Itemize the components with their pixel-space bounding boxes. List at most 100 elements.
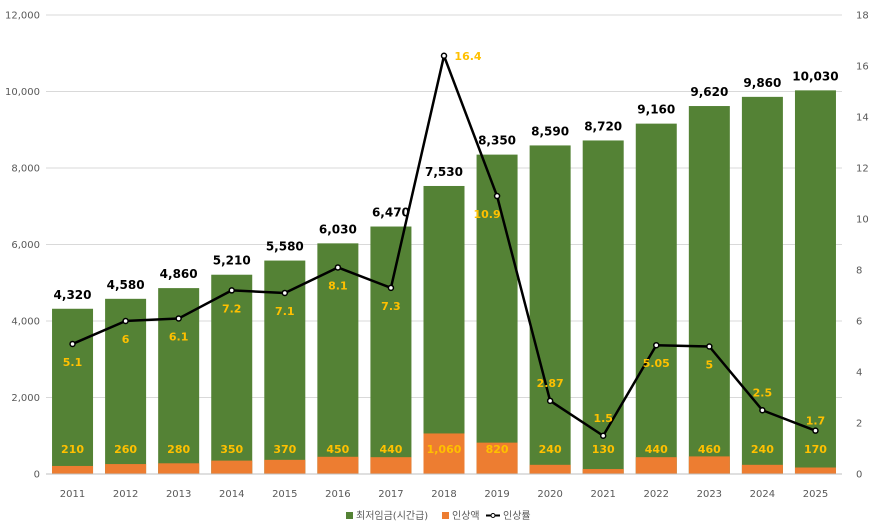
wage-value-labels: 4,320 4,580 4,860 5,210 5,580 6,030 6,470 7,530…	[54, 69, 839, 301]
right-tick-label: 10	[856, 215, 869, 226]
wage-value-label: 4,320	[54, 288, 92, 302]
rate-point	[653, 341, 660, 349]
x-tick-label: 2023	[697, 489, 722, 500]
wage-value-label: 9,160	[637, 103, 675, 117]
right-tick-label: 18	[856, 11, 869, 22]
rate-point	[334, 264, 342, 271]
increase-value-label: 440	[645, 443, 668, 456]
wage-bar	[423, 185, 465, 475]
left-tick-label: 10,000	[5, 87, 40, 98]
increase-bar	[688, 456, 730, 474]
increase-bar	[264, 459, 306, 474]
left-axis: 0 2,000 4,000 6,000 8,000 10,000 12,000	[5, 11, 40, 481]
increase-value-label: 1,060	[427, 443, 462, 456]
x-tick-label: 2018	[431, 489, 456, 500]
right-tick-label: 8	[856, 266, 862, 277]
wage-value-label: 8,720	[584, 119, 622, 133]
increase-value-label: 460	[698, 443, 721, 456]
rate-value-label: 6	[122, 333, 130, 346]
increase-bar	[529, 464, 571, 474]
increase-value-label: 260	[114, 443, 137, 456]
rate-point	[812, 427, 819, 434]
increase-value-label: 450	[326, 443, 349, 456]
increase-bar	[370, 457, 412, 474]
rate-value-label: 7.2	[222, 302, 242, 315]
right-tick-label: 6	[856, 317, 862, 328]
right-axis: 0 2 4 6 8 10 12 14 16 18	[856, 11, 869, 481]
wage-bar	[635, 123, 677, 474]
left-tick-label: 8,000	[11, 164, 40, 175]
wage-bar	[794, 90, 836, 474]
right-tick-label: 2	[856, 419, 862, 430]
wage-value-label: 5,580	[266, 240, 304, 254]
x-tick-label: 2017	[378, 489, 403, 500]
rate-value-label: 16.4	[454, 50, 481, 63]
wage-value-label: 8,350	[478, 134, 516, 148]
legend-rate-marker	[490, 513, 496, 518]
rate-point	[599, 432, 607, 439]
legend: 최저임금(시간급) 인상액 인상률	[346, 509, 531, 522]
right-tick-label: 16	[856, 62, 869, 73]
increase-bar	[582, 469, 624, 474]
x-tick-label: 2020	[537, 489, 562, 500]
rate-value-label: 2.5	[753, 386, 773, 399]
wage-bar	[476, 154, 518, 475]
left-tick-label: 2,000	[11, 393, 40, 404]
wage-value-label: 10,030	[792, 69, 838, 83]
x-tick-label: 2019	[484, 489, 509, 500]
wage-value-label: 4,580	[107, 278, 145, 292]
wage-value-label: 8,590	[531, 124, 569, 138]
rate-value-label: 5.1	[63, 356, 83, 369]
increase-bar	[105, 464, 147, 474]
wage-bar	[741, 96, 783, 474]
wage-value-label: 4,860	[160, 267, 198, 281]
legend-increase-swatch	[442, 512, 449, 519]
increase-bar	[476, 442, 518, 474]
rate-value-label: 5	[706, 359, 714, 372]
rate-value-label: 5.05	[643, 357, 670, 370]
wage-value-label: 6,030	[319, 222, 357, 236]
rate-point	[759, 407, 766, 414]
x-tick-label: 2012	[113, 489, 138, 500]
wage-value-label: 5,210	[213, 254, 251, 268]
wage-value-label: 9,620	[690, 85, 728, 99]
x-tick-label: 2014	[219, 489, 244, 500]
left-tick-label: 12,000	[5, 11, 40, 22]
rate-line	[69, 52, 819, 439]
rate-point	[281, 289, 289, 297]
legend-rate-label: 인상률	[503, 510, 531, 522]
x-tick-label: 2022	[644, 489, 669, 500]
rate-point	[546, 397, 554, 405]
x-tick-label: 2021	[590, 489, 615, 500]
rate-value-label: 7.1	[275, 305, 295, 318]
wage-bar	[582, 140, 624, 474]
increase-value-labels: 210 260 280 350 370 450 440 1,060 820 240 130 440 46…	[61, 443, 827, 456]
increase-value-label: 170	[804, 443, 827, 456]
rate-point	[387, 284, 395, 292]
increase-value-label: 240	[539, 443, 562, 456]
x-tick-label: 2013	[166, 489, 191, 500]
increase-bar	[211, 460, 253, 474]
legend-wage-label: 최저임금(시간급)	[356, 509, 428, 522]
x-tick-label: 2024	[750, 489, 775, 500]
increase-bar	[158, 463, 200, 474]
wage-value-label: 7,530	[425, 165, 463, 179]
wage-bar	[688, 106, 730, 474]
wage-bar	[529, 145, 571, 474]
increase-value-label: 820	[486, 443, 509, 456]
rate-value-label: 10.9	[473, 208, 500, 221]
rate-value-label: 2.87	[537, 377, 564, 390]
wage-bar	[52, 308, 94, 474]
increase-bar	[423, 433, 465, 474]
increase-value-label: 210	[61, 443, 84, 456]
left-tick-label: 0	[34, 470, 40, 481]
increase-value-label: 130	[592, 443, 615, 456]
x-tick-label: 2025	[803, 489, 828, 500]
rate-value-label: 1.5	[593, 412, 613, 425]
increase-value-label: 370	[273, 443, 296, 456]
x-tick-label: 2011	[60, 489, 85, 500]
increase-bar	[794, 467, 836, 474]
rate-point	[122, 317, 129, 325]
increase-value-label: 440	[379, 443, 402, 456]
